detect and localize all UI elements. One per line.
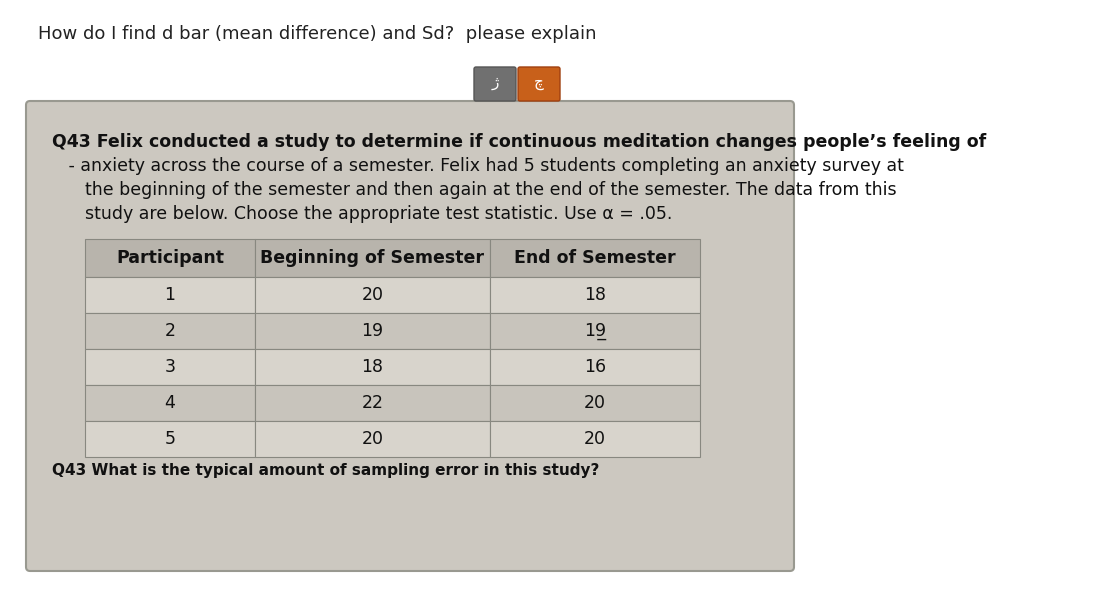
Text: 19: 19: [361, 322, 383, 340]
Text: - anxiety across the course of a semester. Felix had 5 students completing an an: - anxiety across the course of a semeste…: [52, 157, 904, 175]
Bar: [85, 421, 255, 457]
Bar: [255, 277, 490, 313]
Bar: [255, 421, 490, 457]
Text: 19̲: 19̲: [584, 322, 606, 340]
Bar: [85, 349, 255, 385]
FancyBboxPatch shape: [26, 101, 794, 571]
Text: 18: 18: [584, 286, 606, 304]
Text: Q43 Felix conducted a study to determine if continuous meditation changes people: Q43 Felix conducted a study to determine…: [52, 133, 986, 151]
Text: 18: 18: [361, 358, 383, 376]
Bar: [490, 239, 700, 277]
Bar: [490, 313, 700, 349]
Bar: [255, 385, 490, 421]
Text: 20: 20: [361, 430, 383, 448]
Bar: [490, 385, 700, 421]
Text: study are below. Choose the appropriate test statistic. Use α = .05.: study are below. Choose the appropriate …: [52, 205, 672, 223]
Text: Beginning of Semester: Beginning of Semester: [261, 249, 485, 267]
Bar: [85, 313, 255, 349]
Bar: [490, 277, 700, 313]
Bar: [490, 421, 700, 457]
Text: 20: 20: [361, 286, 383, 304]
Text: 22: 22: [361, 394, 383, 412]
Text: Q43 What is the typical amount of sampling error in this study?: Q43 What is the typical amount of sampli…: [52, 463, 599, 478]
Text: 5: 5: [164, 430, 176, 448]
Text: 20: 20: [584, 394, 606, 412]
FancyBboxPatch shape: [518, 67, 560, 101]
Bar: [255, 349, 490, 385]
Text: 16: 16: [584, 358, 606, 376]
Text: 20: 20: [584, 430, 606, 448]
Bar: [85, 277, 255, 313]
Text: Participant: Participant: [116, 249, 224, 267]
Text: چ: چ: [534, 75, 544, 91]
Bar: [255, 313, 490, 349]
Text: End of Semester: End of Semester: [514, 249, 676, 267]
Text: How do I find d bar (mean difference) and Sd?  please explain: How do I find d bar (mean difference) an…: [38, 25, 596, 43]
Text: 1: 1: [164, 286, 176, 304]
Text: 2: 2: [164, 322, 176, 340]
Bar: [255, 239, 490, 277]
Text: 4: 4: [164, 394, 176, 412]
Bar: [490, 349, 700, 385]
Bar: [85, 385, 255, 421]
FancyBboxPatch shape: [474, 67, 516, 101]
Text: the beginning of the semester and then again at the end of the semester. The dat: the beginning of the semester and then a…: [52, 181, 896, 199]
Text: ژ: ژ: [491, 75, 499, 91]
Bar: [85, 239, 255, 277]
Text: 3: 3: [164, 358, 176, 376]
